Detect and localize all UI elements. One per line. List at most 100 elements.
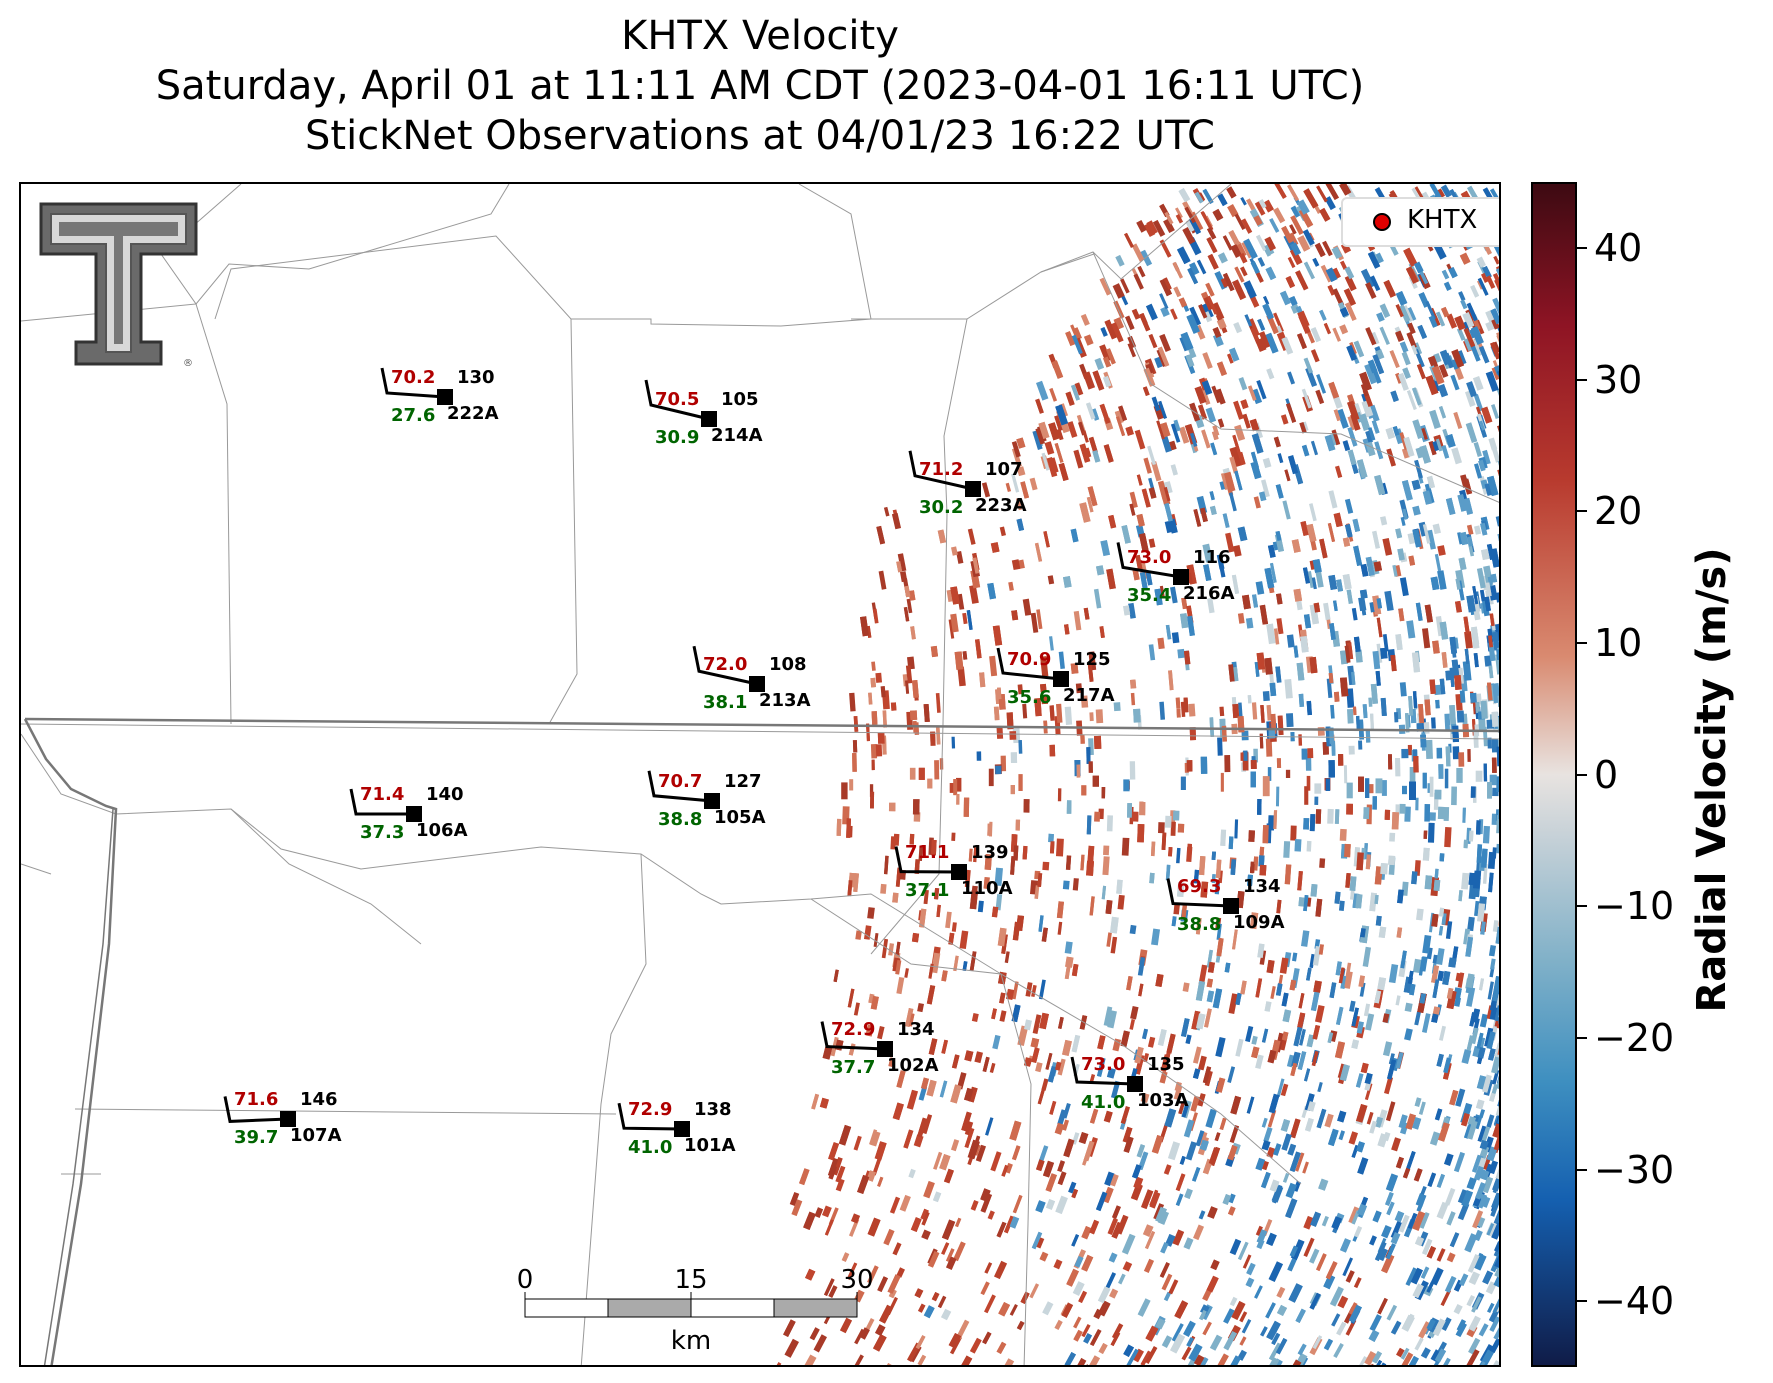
station-dewpoint: 38.8	[658, 809, 702, 830]
station-wind-direction: 105	[721, 389, 759, 410]
colorbar-tick-mark	[1577, 905, 1587, 908]
station-217A[interactable]: 70.9 125 35.6 217A	[996, 647, 1115, 708]
station-223A[interactable]: 71.2 107 30.2 223A	[908, 450, 1027, 518]
wind-barb-icon	[617, 1102, 683, 1131]
legend-label-khtx: KHTX	[1407, 205, 1478, 235]
station-temperature: 70.2	[391, 367, 435, 388]
radar-velocity-returns	[771, 184, 1499, 1365]
station-dewpoint: 38.1	[703, 692, 747, 713]
colorbar-tick-label: 0	[1594, 752, 1619, 797]
station-wind-direction: 127	[724, 771, 762, 792]
station-wind-direction: 107	[985, 459, 1023, 480]
colorbar-tick-label: 10	[1594, 620, 1643, 665]
colorbar-tick-mark	[1577, 510, 1587, 513]
map-canvas: 70.2 130 27.6 222A 70.5 105 30.9 214A 71.2 107 30.…	[21, 184, 1499, 1365]
station-107A[interactable]: 71.6 146 39.7 107A	[223, 1089, 342, 1148]
wind-barb-icon	[644, 379, 710, 421]
station-marker-icon	[280, 1111, 296, 1127]
colorbar-tick-label: 40	[1594, 225, 1643, 270]
station-dewpoint: 37.1	[905, 880, 949, 901]
station-dewpoint: 30.9	[655, 427, 699, 448]
station-layer: 70.2 130 27.6 222A 70.5 105 30.9 214A 71.2 107 30.…	[223, 367, 1285, 1158]
station-marker-icon	[877, 1041, 893, 1057]
station-id: 217A	[1063, 685, 1115, 706]
station-marker-icon	[406, 806, 422, 822]
station-temperature: 73.0	[1127, 547, 1171, 568]
station-temperature: 69.3	[1177, 876, 1221, 897]
station-id: 214A	[711, 425, 763, 446]
wind-barb-icon	[223, 1096, 289, 1123]
station-dewpoint: 38.8	[1177, 914, 1221, 935]
colorbar-tick-label: 30	[1594, 357, 1643, 402]
station-temperature: 71.4	[360, 784, 404, 805]
colorbar-tick-mark	[1577, 1168, 1587, 1171]
station-wind-direction: 134	[1243, 876, 1281, 897]
station-marker-icon	[1053, 671, 1069, 687]
station-wind-direction: 125	[1073, 649, 1111, 670]
station-106A[interactable]: 71.4 140 37.3 106A	[349, 784, 468, 843]
station-marker-icon	[951, 864, 967, 880]
station-dewpoint: 30.2	[919, 497, 963, 518]
station-marker-icon	[704, 793, 720, 809]
station-wind-direction: 108	[769, 654, 807, 675]
station-105A[interactable]: 70.7 127 38.8 105A	[647, 770, 766, 830]
station-id: 223A	[975, 495, 1027, 516]
station-marker-icon	[1127, 1076, 1143, 1092]
station-id: 216A	[1183, 583, 1235, 604]
colorbar-title: Radial Velocity (m/s)	[1689, 547, 1735, 1013]
station-temperature: 73.0	[1081, 1054, 1125, 1075]
station-101A[interactable]: 72.9 138 41.0 101A	[617, 1099, 736, 1158]
texas-tech-logo: ®	[39, 202, 198, 369]
chart-title: KHTX Velocity	[621, 13, 899, 59]
station-id: 105A	[714, 807, 766, 828]
station-dewpoint: 41.0	[1081, 1092, 1125, 1113]
wind-barb-icon	[349, 788, 414, 816]
colorbar-tick-mark	[1577, 1036, 1587, 1039]
wind-barb-icon	[1070, 1056, 1136, 1086]
station-213A[interactable]: 72.0 108 38.1 213A	[692, 645, 811, 713]
station-dewpoint: 41.0	[628, 1137, 672, 1158]
station-temperature: 70.5	[655, 389, 699, 410]
station-id: 107A	[290, 1125, 342, 1146]
scalebar-tick-15: 15	[674, 1265, 707, 1295]
station-102A[interactable]: 72.9 134 37.7 102A	[820, 1019, 939, 1078]
map-legend: KHTX	[1341, 197, 1499, 247]
station-216A[interactable]: 73.0 116 35.4 216A	[1116, 542, 1235, 606]
colorbar-tick-label: −40	[1594, 1279, 1675, 1324]
station-dewpoint: 37.7	[831, 1057, 875, 1078]
station-109A[interactable]: 69.3 134 38.8 109A	[1166, 876, 1285, 935]
chart-subtitle-time: Saturday, April 01 at 11:11 AM CDT (2023…	[155, 63, 1365, 109]
station-id: 213A	[759, 690, 811, 711]
station-wind-direction: 116	[1193, 547, 1231, 568]
wind-barb-icon	[820, 1021, 886, 1051]
station-wind-direction: 139	[971, 842, 1009, 863]
station-214A[interactable]: 70.5 105 30.9 214A	[644, 379, 763, 448]
colorbar	[1531, 182, 1577, 1367]
station-temperature: 72.9	[628, 1099, 672, 1120]
station-id: 101A	[684, 1135, 736, 1156]
station-id: 222A	[447, 403, 499, 424]
station-marker-icon	[1173, 569, 1189, 585]
station-wind-direction: 130	[457, 367, 495, 388]
colorbar-tick-mark	[1577, 773, 1587, 776]
scale-bar: 0 15 30 km	[517, 1265, 874, 1356]
station-wind-direction: 140	[426, 784, 464, 805]
station-id: 109A	[1233, 912, 1285, 933]
station-temperature: 71.6	[234, 1089, 278, 1110]
station-222A[interactable]: 70.2 130 27.6 222A	[380, 367, 499, 426]
station-wind-direction: 138	[694, 1099, 732, 1120]
station-110A[interactable]: 71.1 139 37.1 110A	[894, 842, 1013, 901]
station-marker-icon	[701, 411, 717, 427]
scalebar-tick-0: 0	[517, 1265, 534, 1295]
map-area[interactable]: 70.2 130 27.6 222A 70.5 105 30.9 214A 71.2 107 30.…	[19, 182, 1501, 1367]
colorbar-tick-mark	[1577, 246, 1587, 249]
scalebar-unit: km	[671, 1326, 711, 1356]
station-marker-icon	[965, 481, 981, 497]
station-103A[interactable]: 73.0 135 41.0 103A	[1070, 1054, 1189, 1113]
wind-barb-icon	[1166, 878, 1232, 908]
svg-text:®: ®	[183, 358, 193, 369]
station-marker-icon	[749, 676, 765, 692]
station-id: 110A	[961, 878, 1013, 899]
station-id: 102A	[887, 1055, 939, 1076]
station-dewpoint: 27.6	[391, 405, 435, 426]
